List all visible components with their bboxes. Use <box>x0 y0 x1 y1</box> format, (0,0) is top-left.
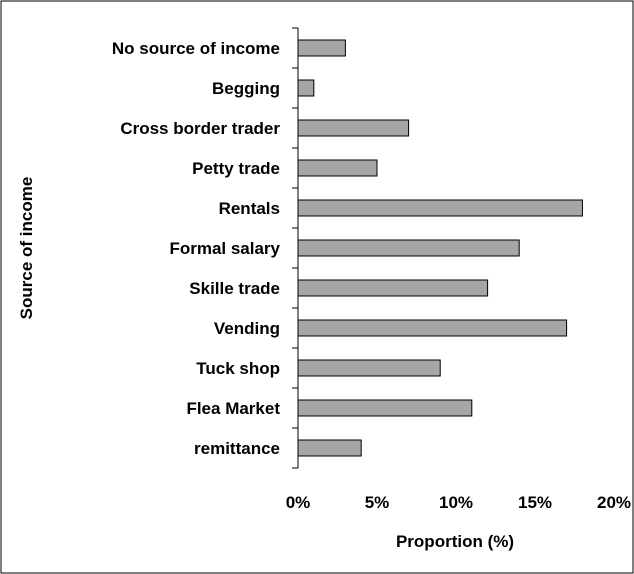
bar-no-source-of-income <box>297 39 346 57</box>
bar-cross-border-trader <box>297 119 410 137</box>
axis-layer <box>292 27 299 469</box>
labels-layer: No source of income Begging Cross border t… <box>112 39 631 512</box>
category-label: Rentals <box>219 199 280 218</box>
x-tick-label: 20% <box>597 493 631 512</box>
bar-skille-trade <box>297 279 489 297</box>
bar-vending <box>297 319 568 337</box>
category-label: remittance <box>194 439 280 458</box>
bar-tuck-shop <box>297 359 441 377</box>
x-tick-label: 5% <box>365 493 390 512</box>
category-label: No source of income <box>112 39 280 58</box>
bar-remittance <box>297 439 362 457</box>
bar-begging <box>297 79 315 97</box>
category-label: Flea Market <box>186 399 280 418</box>
x-tick-label: 0% <box>286 493 311 512</box>
bar-formal-salary <box>297 239 520 257</box>
bars-layer <box>297 39 583 457</box>
x-tick-label: 15% <box>518 493 552 512</box>
category-label: Skille trade <box>189 279 280 298</box>
category-label: Tuck shop <box>196 359 280 378</box>
y-axis-title: Source of income <box>17 177 36 320</box>
category-label: Formal salary <box>169 239 280 258</box>
x-tick-label: 10% <box>439 493 473 512</box>
bar-petty-trade <box>297 159 378 177</box>
bar-rentals <box>297 199 583 217</box>
bar-flea-market <box>297 399 473 417</box>
x-axis-title: Proportion (%) <box>396 532 514 551</box>
category-label: Vending <box>214 319 280 338</box>
category-label: Cross border trader <box>120 119 280 138</box>
category-label: Begging <box>212 79 280 98</box>
category-label: Petty trade <box>192 159 280 178</box>
